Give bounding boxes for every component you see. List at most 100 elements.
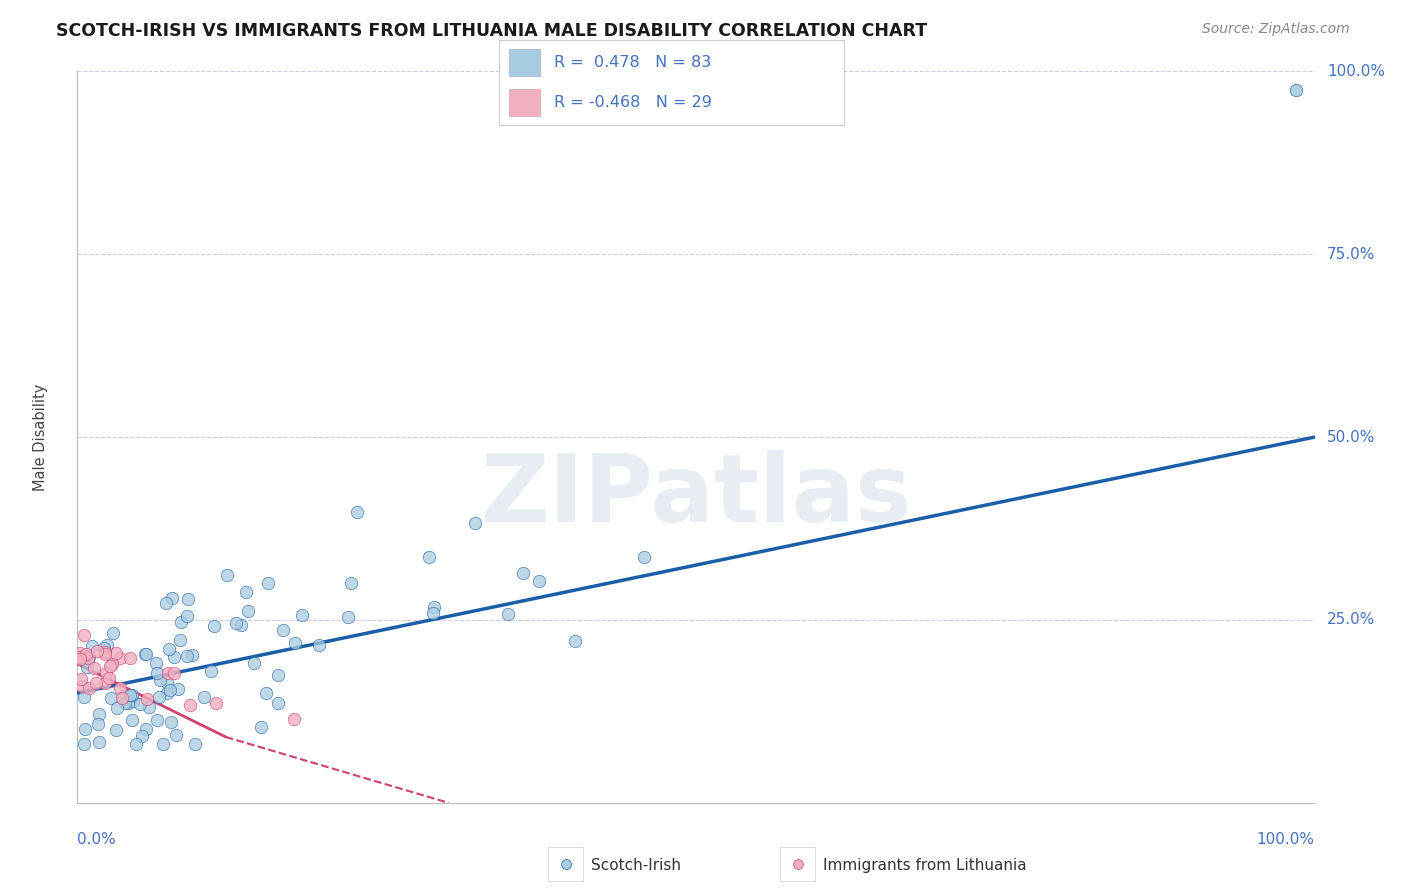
Point [159,682,181,697]
Point [346,505,368,519]
Point [176,609,198,624]
Point [163,650,186,665]
Point [124,737,146,751]
Point [94,645,117,659]
Point [184,737,207,751]
Point [249,720,271,734]
Point [135,722,157,736]
Point [87,707,110,722]
Text: Immigrants from Lithuania: Immigrants from Lithuania [823,858,1026,872]
Point [148,690,170,705]
Point [93,640,115,655]
Point [120,651,142,665]
Point [114,696,136,710]
Point [165,728,187,742]
Point [75,647,97,661]
Point [243,656,266,670]
Point [89,735,111,749]
Point [146,665,169,680]
Text: 100.0%: 100.0% [1327,64,1385,78]
Point [72,737,94,751]
Point [75,722,97,736]
Point [254,686,277,700]
Point [131,729,153,743]
Point [100,659,122,673]
Point [418,550,440,565]
Point [464,516,486,530]
Point [108,681,131,695]
Point [235,584,257,599]
Point [86,644,108,658]
Point [179,698,201,712]
Point [84,676,107,690]
Point [202,619,225,633]
Point [283,712,305,726]
Point [72,690,94,705]
Point [284,636,307,650]
Point [94,648,117,662]
Point [633,549,655,564]
Point [94,666,117,681]
Point [77,650,100,665]
Point [529,574,551,588]
Text: R =  0.478   N = 83: R = 0.478 N = 83 [554,54,711,70]
Point [76,660,98,674]
Point [128,698,150,712]
Point [176,592,198,607]
Text: 50.0%: 50.0% [1327,430,1375,444]
Point [156,665,179,680]
Point [157,642,180,657]
Point [135,647,157,661]
Point [136,691,159,706]
Point [105,723,128,737]
Point [181,648,204,662]
Text: 75.0%: 75.0% [1327,247,1375,261]
Point [169,633,191,648]
Point [122,693,145,707]
Point [76,650,98,665]
Point [104,646,127,660]
Point [273,623,295,637]
Point [152,737,174,751]
Point [77,653,100,667]
Text: 0.0%: 0.0% [77,832,117,847]
Point [120,688,142,702]
Point [94,675,117,690]
Text: Male Disability: Male Disability [32,384,48,491]
Point [225,616,247,631]
Point [155,596,177,610]
Point [101,657,124,672]
Point [787,857,810,871]
Point [145,657,167,671]
Point [162,591,184,606]
Text: Source: ZipAtlas.com: Source: ZipAtlas.com [1202,22,1350,37]
Point [554,857,576,871]
Point [166,682,188,697]
Point [77,681,100,695]
Point [564,634,586,648]
Point [112,690,135,704]
Point [100,690,122,705]
Text: Scotch-Irish: Scotch-Irish [591,858,681,872]
Point [231,618,253,632]
Point [121,713,143,727]
Point [87,716,110,731]
Point [496,607,519,622]
FancyBboxPatch shape [509,89,540,116]
Point [512,566,534,580]
Point [149,673,172,688]
Point [117,696,139,710]
Point [236,603,259,617]
Point [105,701,128,715]
Text: ZIPatlas: ZIPatlas [481,450,911,541]
Point [110,650,132,665]
Point [69,652,91,666]
Point [291,608,314,623]
Point [96,639,118,653]
Point [70,679,93,693]
Text: 25.0%: 25.0% [1327,613,1375,627]
Point [156,686,179,700]
Point [69,650,91,665]
Point [169,615,191,630]
FancyBboxPatch shape [509,49,540,76]
